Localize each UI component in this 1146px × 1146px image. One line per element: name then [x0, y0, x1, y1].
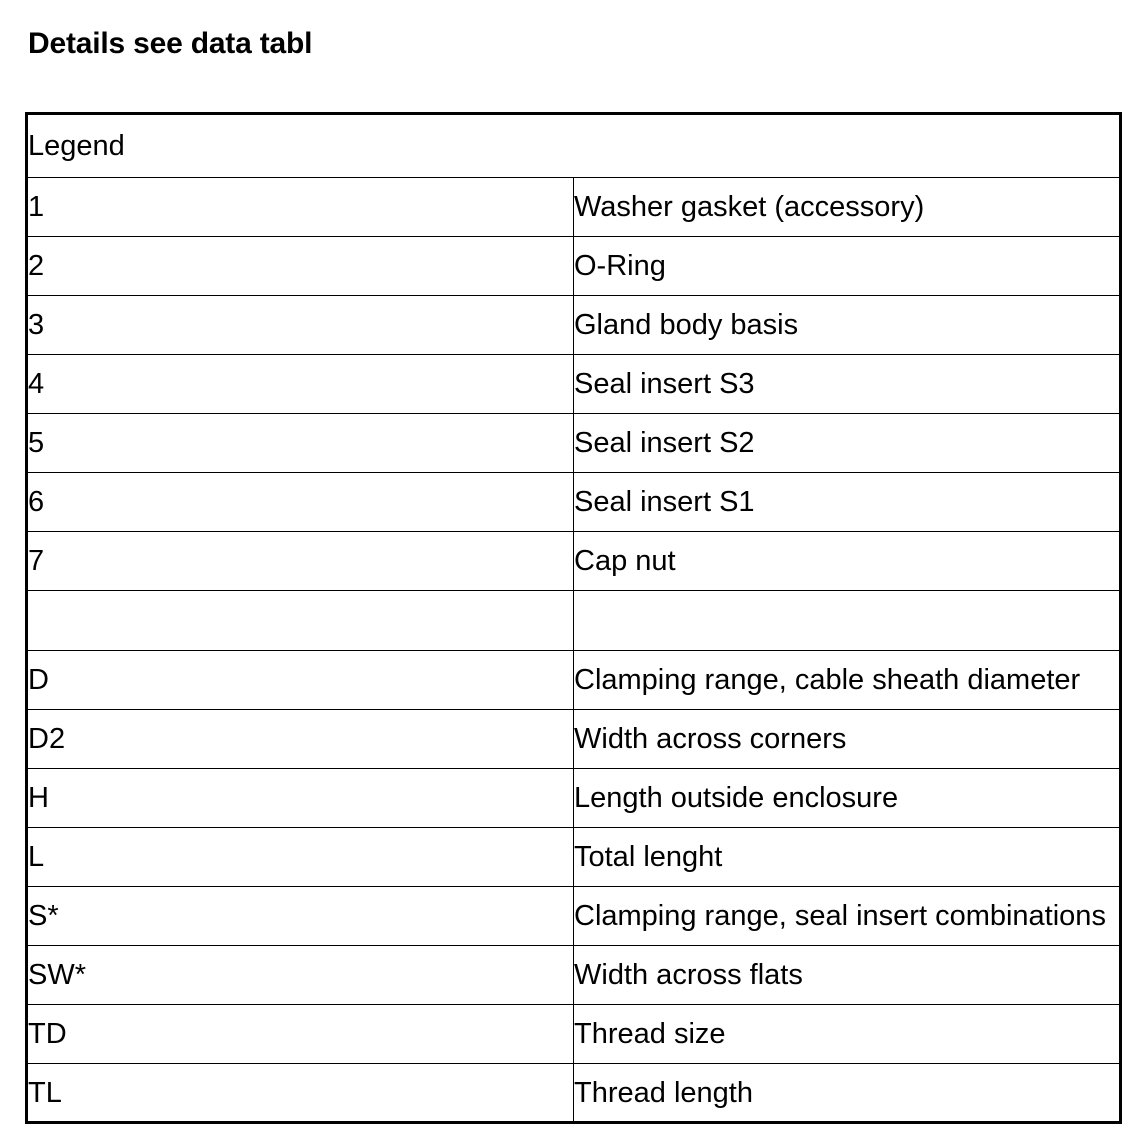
legend-key-cell: SW*	[26, 945, 574, 1005]
legend-description-cell	[573, 590, 1121, 651]
legend-header-cell: Legend	[26, 113, 1121, 178]
table-row: 3 Gland body basis	[26, 295, 1121, 355]
legend-key-cell: 4	[26, 354, 574, 414]
legend-key-cell: 7	[26, 531, 574, 591]
table-row: 7 Cap nut	[26, 531, 1121, 591]
legend-spacer-row	[26, 590, 1121, 651]
legend-description-cell: Seal insert S1	[573, 472, 1121, 532]
legend-description-cell: Width across flats	[573, 945, 1121, 1005]
legend-description-cell: Gland body basis	[573, 295, 1121, 355]
legend-description-cell: Cap nut	[573, 531, 1121, 591]
legend-description-cell: Thread size	[573, 1004, 1121, 1064]
legend-description-cell: Total lenght	[573, 827, 1121, 887]
table-row: 5 Seal insert S2	[26, 413, 1121, 473]
legend-key-cell: TD	[26, 1004, 574, 1064]
legend-key-cell: L	[26, 827, 574, 887]
legend-table-container: Legend 1 Washer gasket (accessory) 2 O-Ring…	[25, 112, 1122, 1124]
legend-key-cell: 3	[26, 295, 574, 355]
table-row: 2 O-Ring	[26, 236, 1121, 296]
table-row: L Total lenght	[26, 827, 1121, 887]
page-title: Details see data tabl	[28, 27, 313, 60]
legend-description-cell: Seal insert S3	[573, 354, 1121, 414]
legend-key-cell: 6	[26, 472, 574, 532]
table-row: H Length outside enclosure	[26, 768, 1121, 828]
legend-key-cell: D	[26, 650, 574, 710]
legend-key-cell: 5	[26, 413, 574, 473]
legend-description-cell: O-Ring	[573, 236, 1121, 296]
table-row: 4 Seal insert S3	[26, 354, 1121, 414]
legend-key-cell: 1	[26, 177, 574, 237]
legend-description-cell: Washer gasket (accessory)	[573, 177, 1121, 237]
table-row: 6 Seal insert S1	[26, 472, 1121, 532]
legend-key-cell	[26, 590, 574, 651]
legend-key-cell: D2	[26, 709, 574, 769]
table-row: TD Thread size	[26, 1004, 1121, 1064]
legend-description-cell: Seal insert S2	[573, 413, 1121, 473]
legend-description-cell: Length outside enclosure	[573, 768, 1121, 828]
legend-key-cell: H	[26, 768, 574, 828]
legend-table-body: Legend 1 Washer gasket (accessory) 2 O-Ring…	[26, 113, 1121, 1123]
legend-header-row: Legend	[26, 113, 1121, 178]
legend-description-cell: Width across corners	[573, 709, 1121, 769]
legend-description-cell: Clamping range, cable sheath diameter	[573, 650, 1121, 710]
table-row: D2 Width across corners	[26, 709, 1121, 769]
legend-description-cell: Clamping range, seal insert combinations	[573, 886, 1121, 946]
legend-key-cell: S*	[26, 886, 574, 946]
legend-table: Legend 1 Washer gasket (accessory) 2 O-Ring…	[25, 112, 1122, 1124]
table-row: 1 Washer gasket (accessory)	[26, 177, 1121, 237]
legend-key-cell: TL	[26, 1063, 574, 1123]
table-row: TL Thread length	[26, 1063, 1121, 1123]
legend-description-cell: Thread length	[573, 1063, 1121, 1123]
legend-key-cell: 2	[26, 236, 574, 296]
table-row: S* Clamping range, seal insert combinatio…	[26, 886, 1121, 946]
table-row: D Clamping range, cable sheath diameter	[26, 650, 1121, 710]
table-row: SW* Width across flats	[26, 945, 1121, 1005]
